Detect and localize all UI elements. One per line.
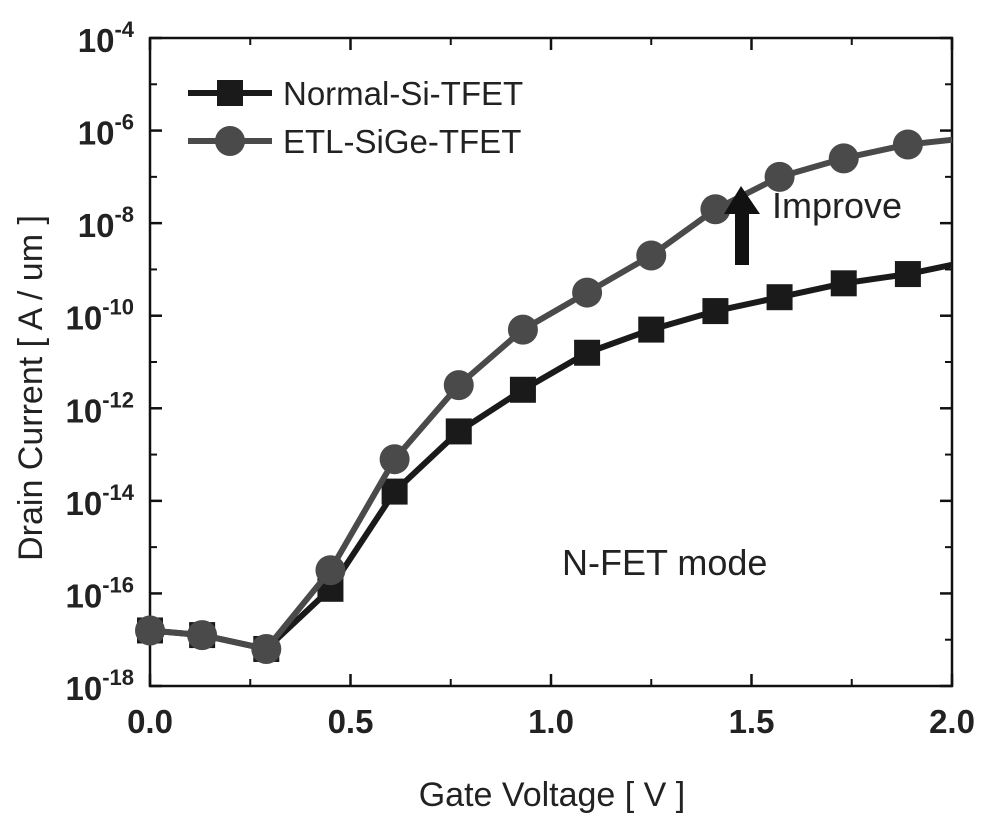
legend-marker	[217, 80, 243, 106]
legend-item: Normal-Si-TFET	[188, 75, 523, 112]
y-tick-base: 10	[65, 577, 102, 614]
series-square	[137, 261, 953, 662]
data-point	[509, 376, 536, 403]
legend: Normal-Si-TFET ETL-SiGe-TFET	[188, 75, 523, 160]
data-point	[828, 143, 859, 174]
data-point	[379, 444, 410, 475]
legend-label: ETL-SiGe-TFET	[283, 123, 521, 160]
y-tick-exponent: -10	[102, 295, 134, 320]
x-tick-label: 2.0	[929, 703, 975, 740]
y-axis-title: Drain Current [ A / um ]	[12, 215, 50, 561]
data-point	[830, 270, 857, 297]
x-tick-label: 1.5	[729, 703, 775, 740]
y-tick-base: 10	[65, 670, 102, 707]
x-tick-label: 0.5	[328, 703, 374, 740]
y-tick-label: 10-4	[78, 17, 135, 59]
series-circle	[135, 129, 953, 664]
y-tick-label: 10-16	[65, 572, 134, 614]
data-point	[251, 633, 282, 664]
x-tick-label: 1.0	[528, 703, 574, 740]
data-point	[894, 261, 921, 288]
y-tick-exponent: -18	[102, 665, 134, 690]
data-point	[381, 478, 408, 505]
data-point	[764, 161, 795, 192]
y-tick-base: 10	[65, 392, 102, 429]
data-point	[187, 620, 218, 651]
improve-annotation: Improve	[724, 185, 902, 265]
data-point	[892, 129, 923, 160]
x-axis-title: Gate Voltage [ V ]	[419, 776, 686, 814]
y-tick-base: 10	[65, 300, 102, 337]
improve-label: Improve	[772, 185, 902, 226]
y-tick-exponent: -8	[114, 202, 134, 227]
data-point	[636, 240, 667, 271]
data-point	[315, 555, 346, 586]
data-point	[135, 615, 165, 646]
y-tick-label: 10-6	[78, 110, 134, 152]
data-point	[700, 194, 731, 225]
axes-layer: 0.0 0.5 1.0 1.5 2.010-410-610-810-1010-1210-…	[65, 17, 974, 740]
data-point	[638, 316, 665, 343]
y-tick-exponent: -14	[102, 480, 135, 505]
data-point	[702, 298, 729, 325]
y-tick-label: 10-8	[78, 202, 134, 244]
mode-label: N-FET mode	[562, 542, 767, 583]
data-point	[507, 314, 538, 345]
data-point	[574, 339, 601, 366]
series-line	[149, 261, 953, 652]
y-tick-label: 10-18	[65, 665, 134, 707]
y-tick-label: 10-14	[65, 480, 134, 522]
data-point	[445, 418, 472, 445]
legend-marker	[215, 126, 245, 156]
y-tick-exponent: -6	[114, 110, 134, 135]
y-tick-label: 10-12	[65, 387, 134, 429]
y-tick-exponent: -16	[102, 572, 134, 597]
legend-item: ETL-SiGe-TFET	[188, 123, 521, 160]
y-tick-base: 10	[78, 207, 115, 244]
y-tick-exponent: -4	[114, 17, 134, 42]
y-tick-exponent: -12	[102, 387, 134, 412]
x-tick-label: 0.0	[127, 703, 173, 740]
y-tick-base: 10	[65, 485, 102, 522]
y-tick-base: 10	[78, 22, 115, 59]
improve-arrow-icon	[724, 186, 760, 265]
y-tick-base: 10	[78, 115, 115, 152]
legend-label: Normal-Si-TFET	[283, 75, 523, 112]
data-point	[572, 277, 603, 308]
plot-frame	[148, 36, 954, 688]
data-point	[443, 370, 474, 401]
series-layer	[135, 129, 953, 664]
data-point	[766, 284, 793, 311]
y-tick-label: 10-10	[65, 295, 134, 337]
